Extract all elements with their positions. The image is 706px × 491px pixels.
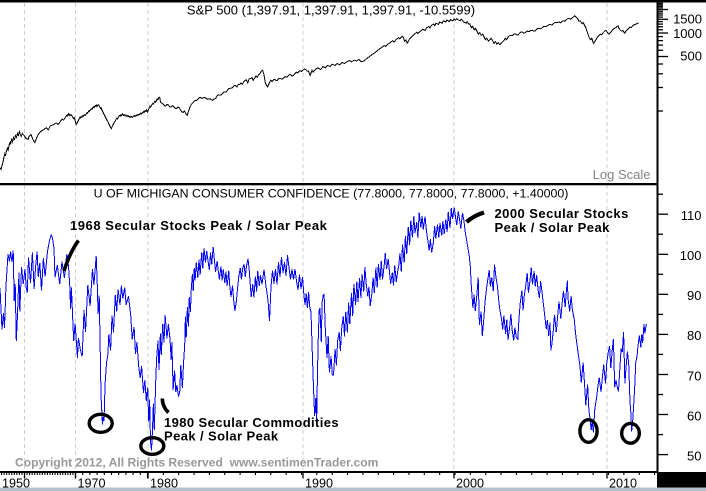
svg-text:110: 110 [681,208,702,223]
svg-text:2000: 2000 [456,477,484,491]
svg-text:1980: 1980 [150,477,178,491]
svg-text:Copyright 2012, All Rights Res: Copyright 2012, All Rights Reserved www.… [15,456,378,470]
svg-text:500: 500 [680,49,702,64]
svg-text:70: 70 [687,368,701,383]
svg-text:90: 90 [687,288,701,303]
svg-text:1968 Secular Stocks Peak / Sol: 1968 Secular Stocks Peak / Solar Peak [70,218,328,233]
svg-text:Log Scale: Log Scale [593,167,651,182]
svg-text:1970: 1970 [78,477,106,491]
svg-text:1500: 1500 [673,12,702,27]
svg-text:Peak / Solar Peak: Peak / Solar Peak [495,220,611,235]
svg-text:2010: 2010 [609,477,637,491]
svg-text:1000: 1000 [673,26,702,41]
svg-text:S&P 500 (1,397.91, 1,397.91, 1: S&P 500 (1,397.91, 1,397.91, 1,397.91, -… [187,3,475,18]
svg-text:1950: 1950 [2,477,30,491]
svg-text:80: 80 [687,328,701,343]
svg-text:Peak / Solar Peak: Peak / Solar Peak [164,429,279,444]
svg-text:50: 50 [687,448,701,463]
svg-text:60: 60 [687,408,701,423]
svg-text:1980 Secular Commodities: 1980 Secular Commodities [164,415,339,430]
svg-text:U OF MICHIGAN CONSUMER CONFIDE: U OF MICHIGAN CONSUMER CONFIDENCE (77.80… [94,187,569,201]
svg-text:1990: 1990 [305,477,333,491]
svg-text:100: 100 [680,248,702,263]
svg-text:2000 Secular Stocks: 2000 Secular Stocks [495,206,629,221]
